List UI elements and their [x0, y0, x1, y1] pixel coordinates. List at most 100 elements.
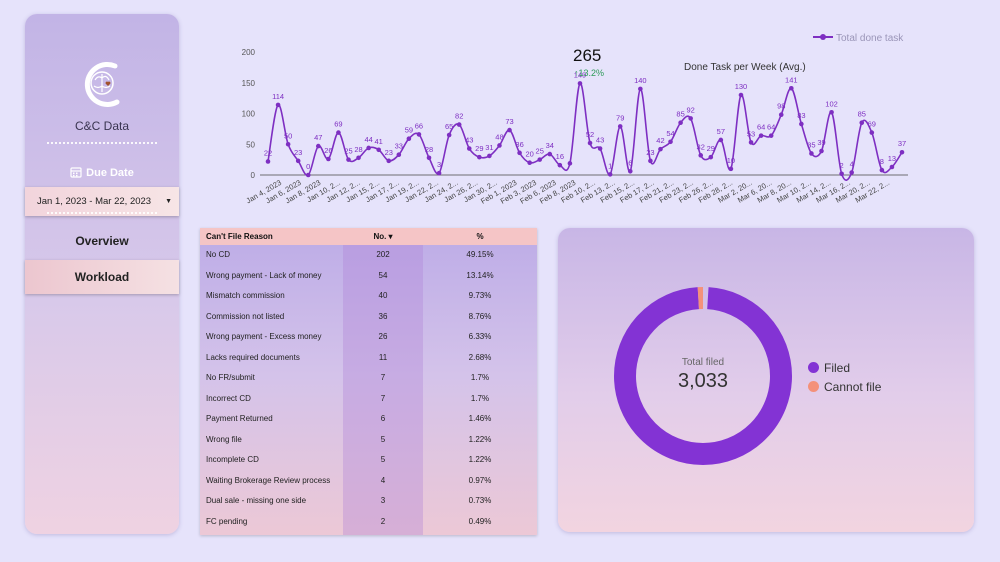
- table-row[interactable]: No FR/submit 7 1.7%: [200, 368, 537, 389]
- table-row[interactable]: Wrong file 5 1.22%: [200, 430, 537, 451]
- col-header-percent[interactable]: %: [476, 232, 484, 241]
- table-row[interactable]: No CD 202 49.15%: [200, 245, 537, 266]
- data-label: 64: [757, 123, 765, 132]
- data-label: 37: [898, 139, 906, 148]
- data-label: 23: [385, 148, 393, 157]
- data-label: 66: [415, 121, 423, 130]
- col-header-count[interactable]: No. ▾: [373, 232, 393, 241]
- data-point: [768, 133, 774, 138]
- data-point: [436, 170, 442, 176]
- chart-title: Done Task per Week (Avg.): [684, 62, 806, 73]
- cell-count: 7: [380, 373, 386, 382]
- data-point: [869, 130, 875, 135]
- sidebar: C&C Data Due Date Jan 1, 2023 - Mar 22, …: [25, 14, 179, 534]
- data-point: [778, 112, 784, 118]
- cell-count: 36: [378, 311, 388, 321]
- data-point: [406, 136, 412, 142]
- data-point: [547, 151, 553, 157]
- data-point: [678, 120, 683, 126]
- table-row[interactable]: Incomplete CD 5 1.22%: [200, 450, 537, 471]
- data-point: [396, 152, 402, 158]
- cell-reason: Wrong payment - Excess money: [206, 332, 322, 341]
- data-point: [487, 153, 492, 159]
- cell-count: 11: [378, 352, 388, 362]
- data-point: [829, 109, 834, 115]
- data-label: 31: [485, 143, 493, 152]
- data-label: 92: [686, 105, 694, 114]
- legend-cannot-file[interactable]: Cannot file: [808, 380, 881, 394]
- cannot-file-slice[interactable]: [614, 287, 792, 465]
- date-range-select[interactable]: Jan 1, 2023 - Mar 22, 2023 ▼: [25, 187, 179, 216]
- data-point: [799, 121, 804, 127]
- cell-percent: 1.22%: [468, 455, 492, 464]
- data-label: 41: [375, 137, 383, 146]
- table-row[interactable]: Lacks required documents 11 2.68%: [200, 348, 537, 369]
- data-label: 3: [437, 160, 441, 169]
- col-header-reason[interactable]: Can't File Reason: [206, 232, 273, 241]
- data-label: 52: [586, 130, 594, 139]
- data-point: [466, 146, 472, 151]
- brain-logo-icon: [84, 61, 120, 107]
- nav-overview[interactable]: Overview: [75, 234, 129, 248]
- table-row[interactable]: Wrong payment - Lack of money 54 13.14%: [200, 266, 537, 287]
- table-row[interactable]: FC pending 2 0.49%: [200, 512, 537, 533]
- y-tick-label: 0: [251, 171, 256, 180]
- cell-count: 5: [380, 434, 386, 444]
- data-label: 33: [395, 142, 403, 151]
- data-label: 25: [536, 147, 544, 156]
- data-point: [879, 167, 885, 173]
- data-point: [426, 155, 432, 161]
- data-point: [738, 92, 744, 98]
- data-label: 25: [344, 147, 352, 156]
- data-label: 6: [628, 158, 632, 167]
- data-label: 82: [455, 112, 463, 121]
- cell-reason: No FR/submit: [206, 373, 255, 382]
- legend-filed[interactable]: Filed: [808, 361, 850, 375]
- data-point: [366, 145, 371, 151]
- data-label: 69: [868, 120, 876, 129]
- cell-reason: Wrong file: [206, 434, 242, 444]
- table-row[interactable]: Dual sale - missing one side 3 0.73%: [200, 491, 537, 512]
- table-row[interactable]: Commission not listed 36 8.76%: [200, 307, 537, 328]
- data-label: 114: [272, 92, 284, 101]
- data-label: 65: [445, 122, 453, 131]
- cell-count: 3: [380, 496, 386, 505]
- cell-reason: Incomplete CD: [206, 455, 259, 464]
- caret-down-icon: ▼: [165, 198, 172, 205]
- data-point: [295, 158, 301, 164]
- cell-percent: 13.14%: [466, 270, 494, 280]
- data-point: [627, 169, 633, 174]
- data-point: [326, 156, 331, 162]
- table-row[interactable]: Payment Returned 6 1.46%: [200, 409, 537, 430]
- data-label: 44: [364, 135, 372, 144]
- data-point: [265, 159, 271, 164]
- data-point: [285, 141, 291, 147]
- data-point: [748, 140, 754, 145]
- data-label: 32: [697, 142, 705, 151]
- filed-slice[interactable]: [614, 287, 792, 465]
- data-point: [517, 150, 522, 156]
- data-label: 2: [840, 161, 844, 170]
- table-row[interactable]: Incorrect CD 7 1.7%: [200, 389, 537, 410]
- data-label: 28: [354, 145, 362, 154]
- data-point: [527, 160, 532, 165]
- table-row[interactable]: Wrong payment - Excess money 26 6.33%: [200, 327, 537, 348]
- data-point: [305, 172, 311, 178]
- table-row[interactable]: Mismatch commission 40 9.73%: [200, 286, 537, 307]
- data-point: [416, 132, 422, 137]
- data-label: 10: [727, 156, 735, 165]
- cell-percent: 1.46%: [468, 414, 492, 423]
- filed-dot-icon: [808, 362, 819, 373]
- cell-percent: 6.33%: [468, 332, 492, 341]
- cell-count: 4: [380, 475, 386, 485]
- data-label: 102: [825, 99, 838, 108]
- nav-workload[interactable]: Workload: [25, 260, 179, 294]
- data-label: 149: [574, 70, 587, 79]
- brand-name: C&C Data: [74, 119, 130, 133]
- cell-percent: 0.49%: [468, 516, 492, 526]
- cell-reason: Incorrect CD: [206, 393, 251, 403]
- divider: [47, 212, 157, 214]
- table-row[interactable]: Waiting Brokerage Review process 4 0.97%: [200, 471, 537, 492]
- data-label: 28: [425, 145, 433, 154]
